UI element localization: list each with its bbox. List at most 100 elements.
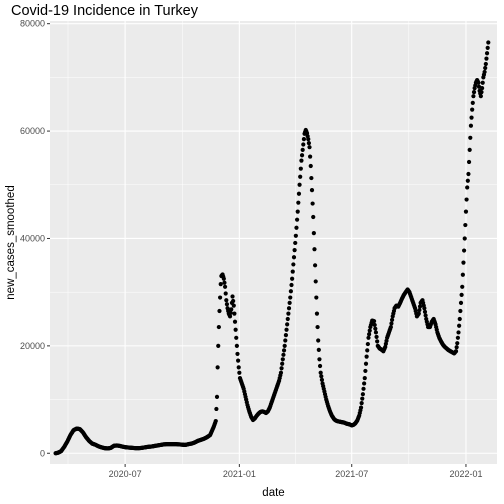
data-point <box>479 90 484 95</box>
data-point <box>286 306 292 311</box>
data-point <box>371 319 377 324</box>
data-point <box>311 214 316 220</box>
data-point <box>293 240 298 246</box>
major-grid <box>50 21 497 464</box>
data-point <box>318 370 323 375</box>
data-point <box>290 276 295 281</box>
data-point <box>286 311 291 316</box>
x-tick-label: 2021-01 <box>223 469 256 479</box>
data-point <box>222 284 228 289</box>
data-point <box>471 94 476 99</box>
data-point <box>466 171 471 177</box>
data-point <box>288 295 293 300</box>
data-point <box>230 294 235 299</box>
data-point <box>214 394 220 399</box>
data-point <box>484 56 489 61</box>
data-point <box>362 375 367 381</box>
data-point <box>458 308 463 314</box>
data-point <box>231 303 236 308</box>
data-point <box>358 405 364 410</box>
data-point <box>313 279 318 284</box>
data-point <box>463 209 469 214</box>
data-point <box>282 343 287 348</box>
data-point <box>364 354 369 359</box>
data-point <box>483 65 488 71</box>
data-point <box>216 324 221 330</box>
data-point <box>229 307 234 312</box>
data-point <box>464 197 469 202</box>
data-point <box>236 358 241 363</box>
data-point <box>213 418 218 424</box>
data-point <box>365 341 370 347</box>
data-point <box>480 86 485 91</box>
data-point <box>457 323 462 328</box>
data-point <box>465 178 470 183</box>
data-point <box>291 255 297 260</box>
data-point <box>456 330 461 335</box>
data-point <box>457 316 462 322</box>
y-axis: 0 20000 40000 60000 80000 <box>20 19 50 458</box>
data-point <box>422 306 427 311</box>
data-point <box>289 282 294 288</box>
data-point <box>308 154 313 159</box>
data-point <box>278 370 284 375</box>
data-point <box>423 313 428 318</box>
data-point <box>317 357 322 362</box>
data-point <box>374 334 379 340</box>
data-point <box>469 115 474 120</box>
data-point <box>215 365 220 370</box>
data-point <box>365 348 370 353</box>
data-point <box>284 327 289 332</box>
x-axis: 2020-07 2021-01 2021-07 2022-01 <box>109 464 482 479</box>
data-point <box>363 361 369 366</box>
data-point <box>297 182 302 187</box>
data-point <box>234 335 239 340</box>
data-point <box>300 147 305 152</box>
data-point <box>484 51 490 56</box>
data-point <box>281 348 287 353</box>
data-point <box>453 349 459 354</box>
data-point <box>482 69 487 75</box>
data-point <box>223 291 228 296</box>
data-point <box>455 335 460 340</box>
x-axis-title: date <box>262 487 284 499</box>
data-point <box>486 40 491 45</box>
data-point <box>454 345 459 350</box>
minor-grid <box>50 21 497 464</box>
data-point <box>416 311 421 316</box>
data-point <box>375 339 380 344</box>
data-point <box>389 317 395 323</box>
y-tick-label: 0 <box>40 448 45 458</box>
data-point <box>373 326 378 331</box>
data-point <box>295 209 300 214</box>
data-point <box>301 142 306 147</box>
data-point <box>316 338 321 343</box>
data-point <box>216 343 221 348</box>
data-point <box>360 396 365 401</box>
data-point <box>471 90 477 95</box>
data-point <box>367 328 372 333</box>
data-point <box>360 392 365 397</box>
plot-panel <box>50 21 497 464</box>
data-point <box>237 370 242 375</box>
y-tick-label: 60000 <box>20 126 45 136</box>
data-point <box>299 153 305 158</box>
data-point <box>470 107 475 112</box>
data-point <box>483 61 488 67</box>
y-axis-title: new_cases_smoothed <box>5 185 17 299</box>
data-point <box>296 200 301 205</box>
data-point <box>417 304 423 309</box>
data-point <box>293 233 298 238</box>
x-tick-label: 2020-07 <box>109 469 142 479</box>
data-point <box>232 319 238 324</box>
data-point <box>279 366 284 371</box>
data-point <box>422 309 428 314</box>
data-point <box>463 222 468 228</box>
data-point <box>459 292 464 297</box>
data-point <box>218 295 223 300</box>
data-point <box>478 94 483 99</box>
data-point <box>288 289 293 294</box>
data-point <box>455 341 460 346</box>
data-point <box>280 357 285 362</box>
